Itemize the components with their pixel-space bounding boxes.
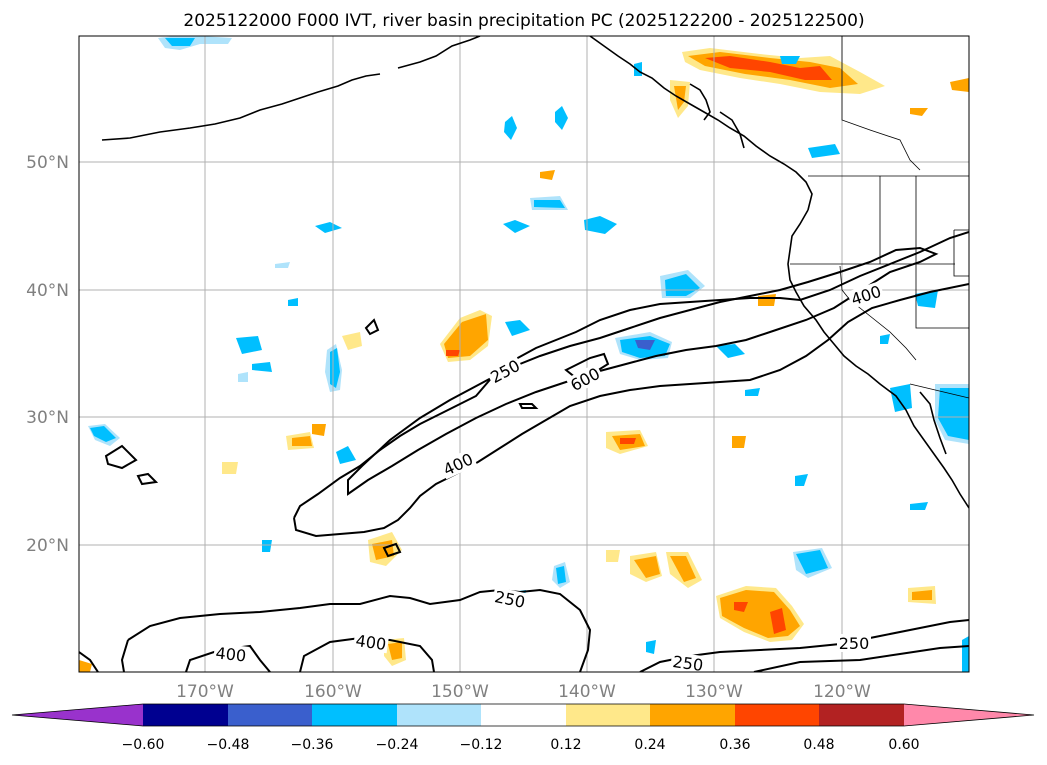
contour-label: 250 <box>671 652 704 675</box>
colorbar-bin <box>312 704 397 726</box>
colorbar-bin <box>397 704 481 726</box>
coastlines <box>101 36 969 509</box>
lat-label: 50°N <box>26 153 69 173</box>
colorbar-bin <box>143 704 228 726</box>
map-frame <box>78 35 970 673</box>
longitude-labels: 170°W 160°W 150°W 140°W 130°W 120°W <box>176 682 871 702</box>
lon-label: 120°W <box>813 682 871 702</box>
colorbar-over-triangle <box>904 704 1034 726</box>
colorbar-tick-label: 0.36 <box>719 737 750 753</box>
colorbar-tick-label: −0.36 <box>291 737 334 753</box>
colorbar-tick-label: −0.12 <box>460 737 503 753</box>
lon-label: 130°W <box>685 682 743 702</box>
colorbar-tick-label: −0.24 <box>376 737 419 753</box>
colorbar-bin <box>819 704 904 726</box>
contour-label: 250 <box>839 634 870 653</box>
map-area: 250 600 400 400 250 400 400 250 250 <box>79 36 969 675</box>
lat-label: 20°N <box>26 536 69 556</box>
lat-label: 40°N <box>26 281 69 301</box>
colorbar-bin <box>650 704 735 726</box>
figure-title: 2025122000 F000 IVT, river basin precipi… <box>183 11 864 31</box>
political-borders <box>790 36 969 399</box>
colorbar-tick-label: 0.24 <box>634 737 665 753</box>
colorbar-tick-label: 0.60 <box>888 737 919 753</box>
colorbar-bin <box>735 704 819 726</box>
colorbar-tick-label: −0.48 <box>207 737 250 753</box>
lon-label: 150°W <box>431 682 489 702</box>
latitude-labels: 50°N 40°N 30°N 20°N <box>26 153 69 556</box>
colorbar-under-triangle <box>12 704 143 726</box>
contour-label: 400 <box>215 643 247 665</box>
graticule <box>79 36 969 672</box>
colorbar-outline <box>11 703 1035 727</box>
colorbar-tick-label: 0.48 <box>803 737 834 753</box>
colorbar-tick-label: −0.60 <box>122 737 165 753</box>
colorbar: −0.60 −0.48 −0.36 −0.24 −0.12 0.12 0.24 … <box>11 703 1035 753</box>
colorbar-tick-label: 0.12 <box>550 737 581 753</box>
precip-shading <box>79 36 969 672</box>
lon-label: 160°W <box>304 682 362 702</box>
contour-labels: 250 600 400 400 250 400 400 250 250 <box>213 281 885 675</box>
lon-label: 140°W <box>558 682 616 702</box>
lat-label: 30°N <box>26 408 69 428</box>
colorbar-bin <box>481 704 566 726</box>
lon-label: 170°W <box>176 682 234 702</box>
colorbar-bin <box>228 704 312 726</box>
colorbar-bin <box>566 704 650 726</box>
contour-label: 400 <box>354 631 387 654</box>
